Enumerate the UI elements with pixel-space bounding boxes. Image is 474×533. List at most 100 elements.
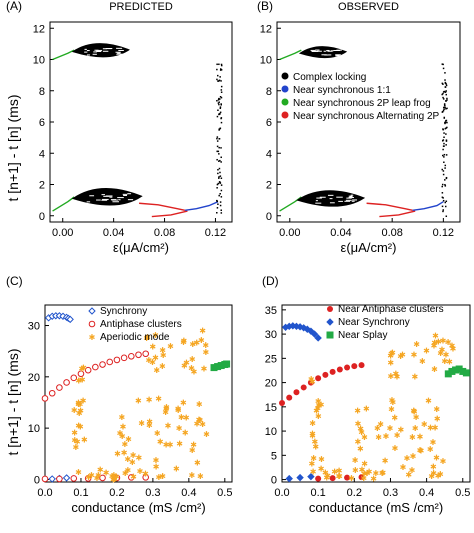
complex-locking-point — [443, 161, 445, 164]
aperiodic-point: ✱ — [88, 471, 95, 480]
aperiodic-point: ✱ — [129, 458, 136, 467]
chart-panel-d: (D) 0 5 10 15 20 25 30 35 0.0 0.1 0.2 0.3 0.4 0.5 condu… — [262, 274, 471, 515]
blob-gap — [117, 52, 121, 54]
x-tick-label: 0.4 — [419, 487, 434, 499]
aperiodic-point: ✱ — [146, 395, 153, 404]
blob-gap — [101, 199, 108, 201]
complex-locking-point — [442, 96, 444, 99]
complex-locking-point — [443, 117, 446, 119]
blob-gap — [111, 199, 118, 201]
complex-locking-point — [216, 187, 218, 189]
aperiodic-point: ✱ — [419, 357, 426, 366]
aperiodic-point: ✱ — [374, 424, 381, 433]
y-tick-label: 6 — [266, 117, 272, 129]
complex-locking-point — [218, 103, 220, 106]
complex-locking-point — [442, 109, 445, 112]
complex-locking-point — [441, 140, 444, 142]
aperiodic-point: ✱ — [178, 413, 185, 422]
y-tick-label: 5 — [271, 450, 277, 462]
y-tick-label: 0 — [271, 475, 277, 487]
aperiodic-point: ✱ — [130, 451, 137, 460]
x-axis-label: conductance (mS /cm²) — [309, 500, 443, 515]
y-tick-label: 12 — [33, 23, 45, 35]
aperiodic-point: ✱ — [358, 428, 365, 437]
aperiodic-point: ✱ — [197, 416, 204, 425]
ylabel-bottom: t [n+1] - t [n] (ms) — [5, 349, 21, 456]
complex-locking-point — [443, 153, 446, 156]
blob-gap — [105, 48, 113, 50]
data-point — [56, 475, 63, 483]
aperiodic-point: ✱ — [323, 473, 330, 482]
blob-gap — [86, 201, 91, 203]
complex-locking-point — [218, 146, 220, 149]
blob-gap — [93, 51, 98, 53]
aperiodic-point: ✱ — [74, 438, 81, 447]
aperiodic-point: ✱ — [399, 351, 406, 360]
data-point — [41, 395, 49, 402]
aperiodic-point: ✱ — [312, 443, 319, 452]
complex-locking-point — [220, 69, 223, 71]
blob-gap — [329, 198, 333, 200]
complex-locking-point — [446, 121, 448, 124]
aperiodic-point: ✱ — [387, 351, 394, 360]
blob-gap — [310, 49, 316, 51]
complex-locking-point — [220, 196, 223, 198]
complex-locking-point — [444, 183, 446, 186]
series-curve — [139, 202, 186, 211]
legend: Complex locking Near synchronous 1:1 Near … — [281, 72, 440, 122]
complex-locking-point — [444, 127, 447, 130]
blob-gap — [335, 55, 339, 57]
aperiodic-point: ✱ — [413, 413, 420, 422]
aperiodic-point: ✱ — [173, 465, 180, 474]
aperiodic-point: ✱ — [388, 372, 395, 381]
aperiodic-point: ✱ — [413, 340, 420, 349]
complex-locking-point — [441, 168, 444, 171]
aperiodic-point: ✱ — [110, 475, 117, 484]
ylabel-top: t [n+1] - t [n] (ms) — [5, 95, 21, 202]
complex-locking-point — [216, 137, 218, 140]
complex-locking-point — [216, 207, 219, 209]
aperiodic-point: ✱ — [189, 340, 196, 349]
x-tick-label: 0.0 — [37, 487, 52, 499]
complex-locking-point — [220, 121, 223, 124]
complex-locking-point — [219, 107, 222, 110]
legend-label: Synchrony — [100, 306, 147, 317]
complex-locking-point — [217, 182, 220, 185]
blob-gap — [349, 196, 353, 198]
complex-locking-point — [444, 185, 447, 187]
aperiodic-point: ✱ — [80, 397, 87, 406]
x-tick-label: 0.2 — [109, 487, 124, 499]
aperiodic-point: ✱ — [188, 471, 195, 480]
blob-gap — [105, 195, 113, 197]
complex-locking-point — [442, 148, 444, 151]
blob-gap — [315, 49, 320, 51]
aperiodic-point: ✱ — [315, 397, 322, 406]
aperiodic-point: ✱ — [120, 422, 127, 431]
blob-gap — [323, 50, 326, 52]
aperiodic-point: ✱ — [197, 472, 204, 481]
aperiodic-point: ✱ — [363, 404, 370, 413]
complex-locking-point — [216, 63, 218, 66]
blob-gap — [346, 197, 352, 199]
complex-locking-point — [219, 182, 221, 184]
blob-gap — [116, 47, 123, 49]
aperiodic-point: ✱ — [360, 474, 367, 483]
aperiodic-point: ✱ — [124, 455, 131, 464]
blob-gap — [84, 51, 88, 53]
complex-locking-point — [446, 97, 448, 100]
y-tick-label: 25 — [265, 353, 277, 365]
aperiodic-point: ✱ — [440, 457, 447, 466]
y-tick-label: 12 — [260, 23, 272, 35]
aperiodic-point: ✱ — [175, 404, 182, 413]
complex-locking-point — [220, 91, 223, 93]
complex-locking-point — [441, 183, 444, 186]
aperiodic-point: ✱ — [433, 405, 440, 414]
legend-label: Aperiodic mode — [100, 332, 170, 343]
aperiodic-point: ✱ — [77, 423, 84, 432]
aperiodic-point: ✱ — [357, 444, 364, 453]
x-tick-label: 0.00 — [52, 227, 73, 239]
x-tick-label: 0.04 — [330, 227, 351, 239]
data-point — [307, 472, 315, 481]
aperiodic-point: ✱ — [388, 405, 395, 414]
